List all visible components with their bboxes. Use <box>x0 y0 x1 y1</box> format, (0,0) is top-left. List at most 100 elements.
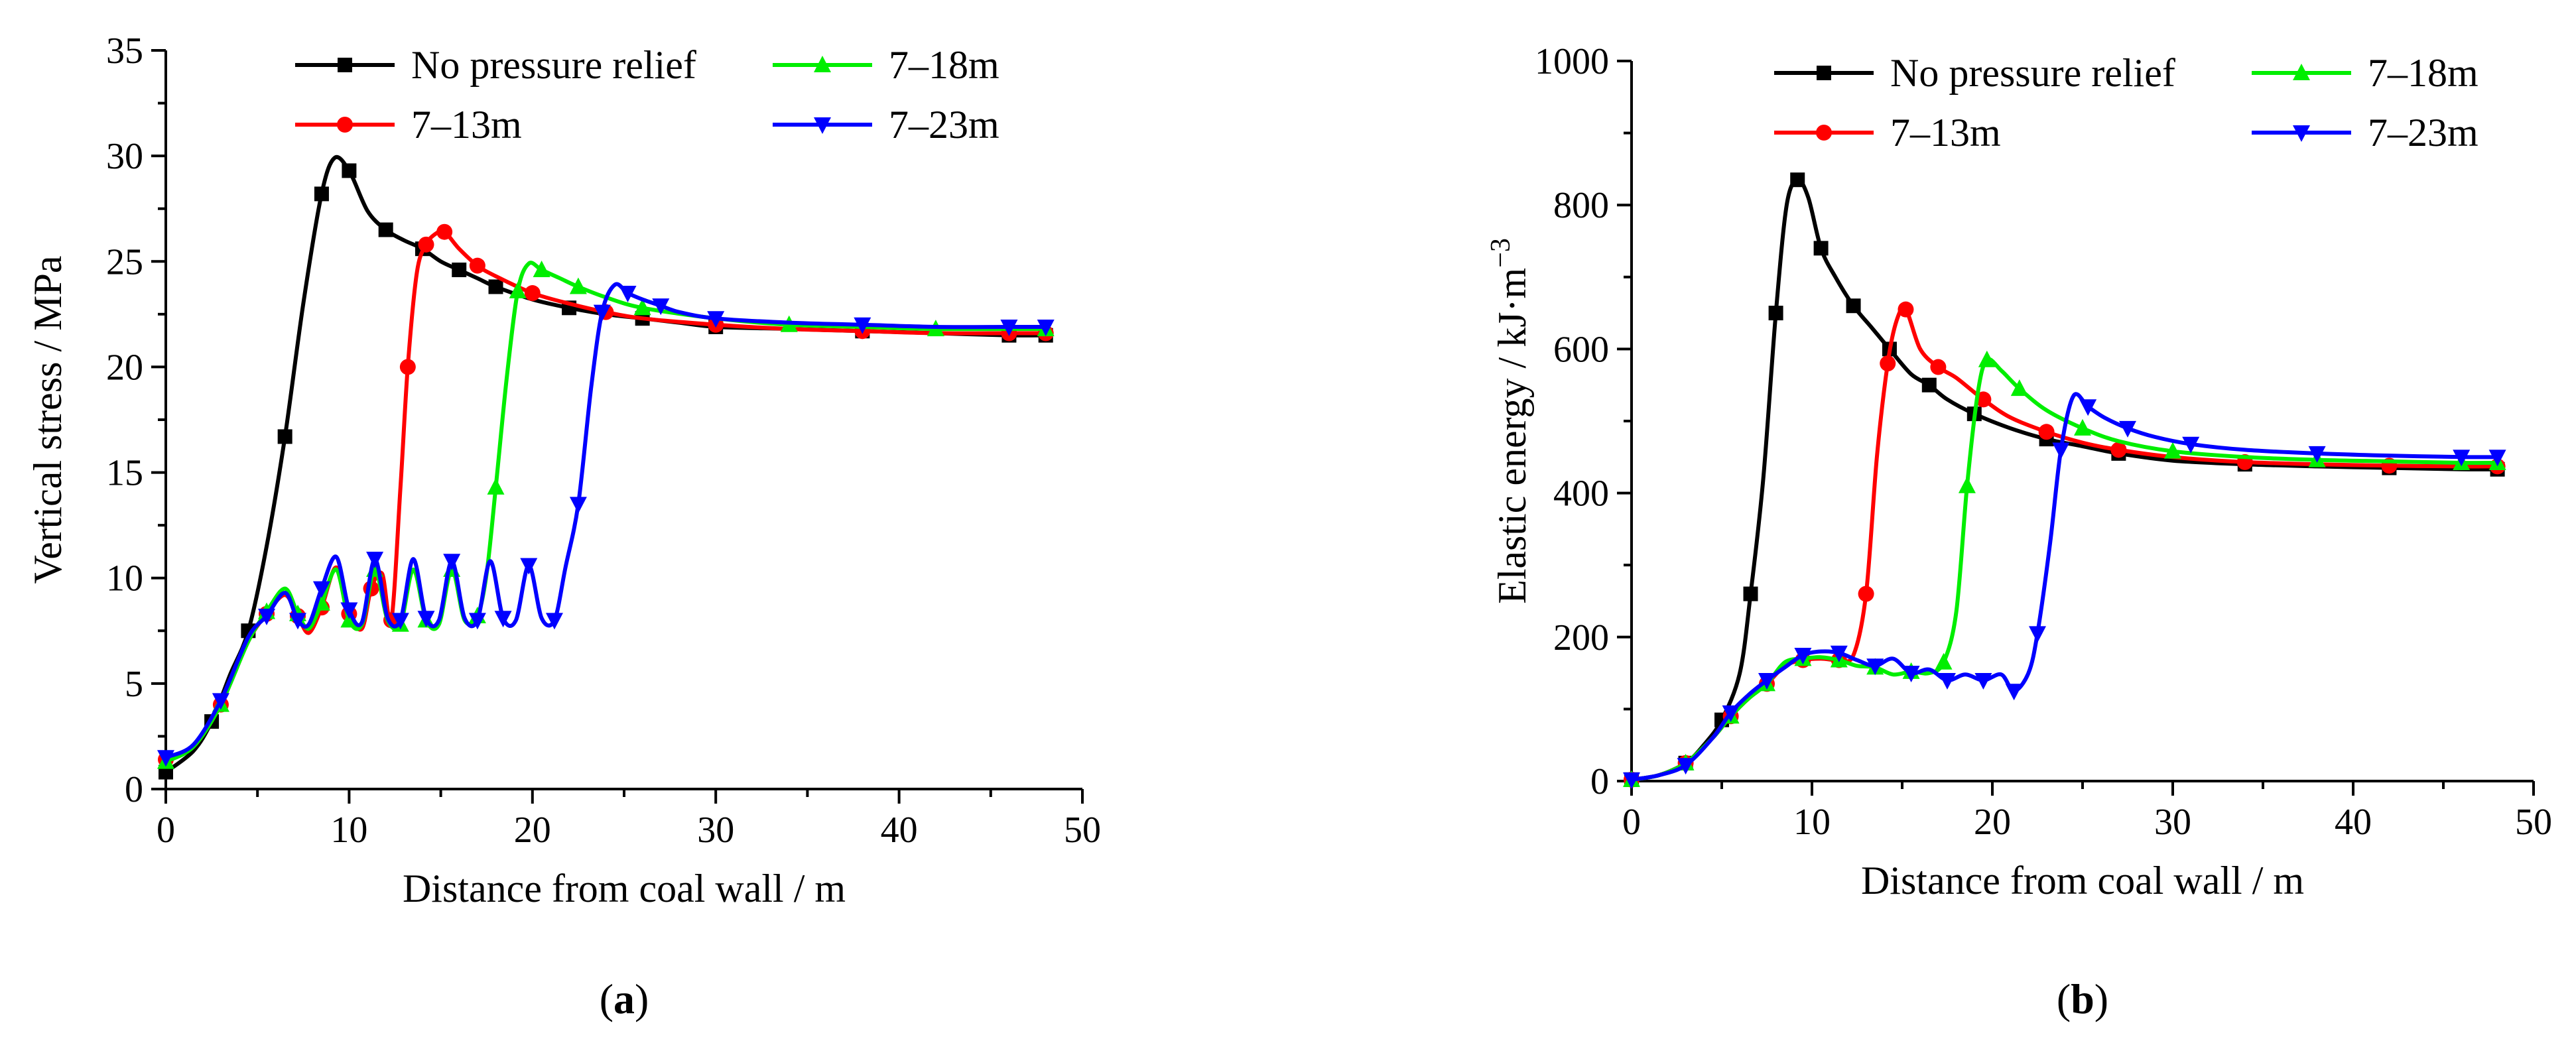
data-point <box>1623 772 1640 789</box>
data-point <box>2029 626 2046 643</box>
data-point <box>1880 355 1896 372</box>
data-point <box>545 613 563 630</box>
data-point <box>619 286 637 303</box>
data-point <box>520 558 538 575</box>
legend-marker <box>814 56 831 72</box>
data-point <box>452 263 467 278</box>
data-point <box>524 285 541 302</box>
legend-marker <box>1816 125 1832 141</box>
data-point <box>1813 241 1829 256</box>
series-line <box>164 154 1048 774</box>
data-point <box>258 609 276 626</box>
data-point <box>533 261 550 278</box>
data-point <box>1830 645 1848 662</box>
data-point <box>342 163 357 178</box>
y-tick-label: 25 <box>106 241 143 282</box>
data-point <box>2038 424 2055 440</box>
legend-marker <box>338 58 352 72</box>
chart-panel-a: 0 10 20 30 40 50 0 5 10 15 20 25 30 35 Distance from c… <box>26 31 1101 1022</box>
data-point <box>487 477 505 495</box>
y-tick-label: 20 <box>106 347 143 388</box>
data-point <box>569 497 587 514</box>
x-tick-label: 50 <box>2515 802 2552 843</box>
legend-label: 7–23m <box>2368 111 2479 154</box>
data-point <box>1000 319 1018 336</box>
data-point <box>417 611 435 628</box>
series-No pressure relief <box>159 154 1053 780</box>
series-7–23m <box>1623 392 2506 789</box>
data-point <box>1974 672 1992 690</box>
x-tick-label: 50 <box>1064 810 1101 851</box>
chart-panel-b: 0 10 20 30 40 50 0 200 400 600 800 1000 Distance fro… <box>1486 41 2552 1022</box>
data-point <box>2005 684 2023 701</box>
x-tick-label: 0 <box>1622 802 1641 843</box>
data-point <box>2079 399 2097 416</box>
data-point <box>1898 301 1914 318</box>
y-tick-label: 800 <box>1553 185 1609 226</box>
x-tick-label: 40 <box>881 810 918 851</box>
data-point <box>391 613 409 630</box>
data-point <box>488 279 503 294</box>
data-point <box>1677 758 1695 775</box>
data-point <box>418 236 434 253</box>
data-point <box>2164 442 2181 459</box>
data-point <box>633 298 651 316</box>
y-tick-label: 0 <box>1590 761 1609 802</box>
y-axis-title: Elastic energy / kJ·m−3 <box>1486 238 1534 604</box>
data-point <box>2182 436 2200 454</box>
x-tick-label: 30 <box>697 810 734 851</box>
data-point <box>1846 298 1861 314</box>
y-tick-label: 600 <box>1553 329 1609 370</box>
y-tick-label: 35 <box>106 31 143 72</box>
data-point <box>707 311 725 328</box>
legend-label: No pressure relief <box>1890 51 2175 95</box>
x-tick-label: 20 <box>1974 802 2011 843</box>
data-point <box>1930 359 1947 375</box>
data-point <box>436 223 453 240</box>
data-point <box>1958 476 1976 493</box>
data-point <box>1722 705 1740 722</box>
series-7–23m <box>157 282 1055 767</box>
data-point <box>2052 442 2070 459</box>
data-point <box>378 222 393 237</box>
legend: No pressure relief 7–18m 7–13m 7–23m <box>1774 51 2479 154</box>
data-point <box>2308 446 2326 463</box>
data-point <box>569 277 587 294</box>
panel-letter: b <box>2071 975 2094 1022</box>
legend-label: 7–18m <box>2368 51 2479 95</box>
x-tick-label: 10 <box>330 810 367 851</box>
data-point <box>1939 672 1956 690</box>
data-point <box>2010 379 2028 397</box>
legend-marker <box>2293 125 2310 142</box>
legend-marker <box>337 117 353 133</box>
data-point <box>289 613 307 630</box>
legend-label: 7–18m <box>889 43 999 87</box>
x-tick-label: 30 <box>2154 802 2191 843</box>
y-tick-label: 10 <box>106 558 143 599</box>
data-point <box>1935 652 1953 670</box>
data-point <box>854 317 871 334</box>
series-line <box>1630 306 2500 782</box>
data-point <box>157 750 174 767</box>
legend-label: 7–13m <box>411 103 522 147</box>
y-tick-label: 5 <box>125 664 143 705</box>
panel-label: (a) <box>600 975 649 1022</box>
panel-label: (b) <box>2057 975 2108 1022</box>
data-point <box>652 298 670 316</box>
y-tick-label: 1000 <box>1535 41 1609 82</box>
series-7–18m <box>157 261 1055 769</box>
y-tick-label: 30 <box>106 136 143 177</box>
data-point <box>1790 172 1805 188</box>
data-point <box>469 257 485 274</box>
y-tick-label: 0 <box>125 769 143 810</box>
legend-marker <box>814 117 831 134</box>
data-point <box>509 281 527 298</box>
data-point <box>1866 658 1884 676</box>
data-point <box>1921 377 1937 393</box>
data-point <box>399 359 416 375</box>
data-point <box>340 602 358 619</box>
data-point <box>1858 585 1874 602</box>
y-axis-title-superscript: −3 <box>1486 238 1516 268</box>
legend-marker <box>1817 66 1831 80</box>
data-point <box>314 186 329 202</box>
